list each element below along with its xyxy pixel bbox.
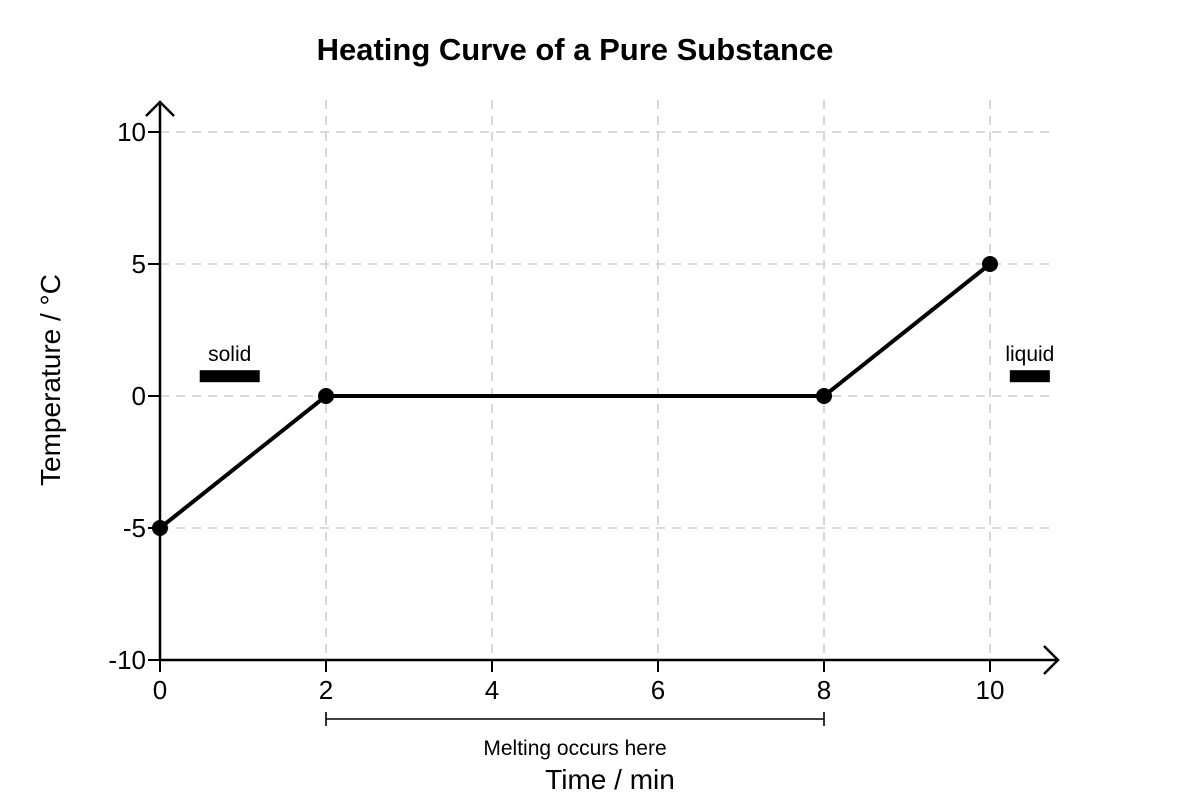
axes bbox=[145, 100, 1060, 675]
y-tick-label-0: -10 bbox=[108, 645, 146, 675]
data-point-0-2 bbox=[816, 388, 832, 404]
series-line-0 bbox=[158, 262, 992, 530]
phase-label-0: solid bbox=[208, 343, 251, 366]
x-tick-label-1: 2 bbox=[319, 675, 333, 705]
x-axis-label: Time / min bbox=[545, 764, 675, 795]
grid bbox=[160, 100, 1052, 661]
phase-label-1: liquid bbox=[1005, 343, 1054, 366]
data-point-0-0 bbox=[152, 520, 168, 536]
y-tick-label-4: 10 bbox=[117, 117, 146, 147]
x-tick-label-4: 8 bbox=[817, 675, 831, 705]
phase-marker-1 bbox=[1009, 370, 1050, 383]
y-axis-label: Temperature / °C bbox=[35, 274, 66, 486]
y-tick-label-2: 0 bbox=[132, 381, 146, 411]
x-axis-arrow-icon bbox=[1043, 645, 1060, 675]
x-tick-label-3: 6 bbox=[651, 675, 665, 705]
y-tick-label-3: 5 bbox=[132, 249, 146, 279]
melting-range-bracket bbox=[325, 712, 825, 726]
ticks: -10 -5 0 5 10 0 2 4 6 8 10 bbox=[108, 117, 1004, 705]
y-axis-arrow-icon bbox=[145, 100, 175, 117]
series-layer bbox=[152, 256, 998, 536]
x-tick-label-0: 0 bbox=[153, 675, 167, 705]
x-tick-label-5: 10 bbox=[976, 675, 1005, 705]
y-tick-label-1: -5 bbox=[123, 513, 146, 543]
annotations: solid liquid Melting occurs here bbox=[199, 343, 1054, 760]
x-tick-label-2: 4 bbox=[485, 675, 499, 705]
phase-marker-0 bbox=[199, 370, 260, 383]
chart-title: Heating Curve of a Pure Substance bbox=[317, 32, 834, 67]
data-point-0-3 bbox=[982, 256, 998, 272]
melting-range-label: Melting occurs here bbox=[483, 737, 666, 760]
data-point-0-1 bbox=[318, 388, 334, 404]
